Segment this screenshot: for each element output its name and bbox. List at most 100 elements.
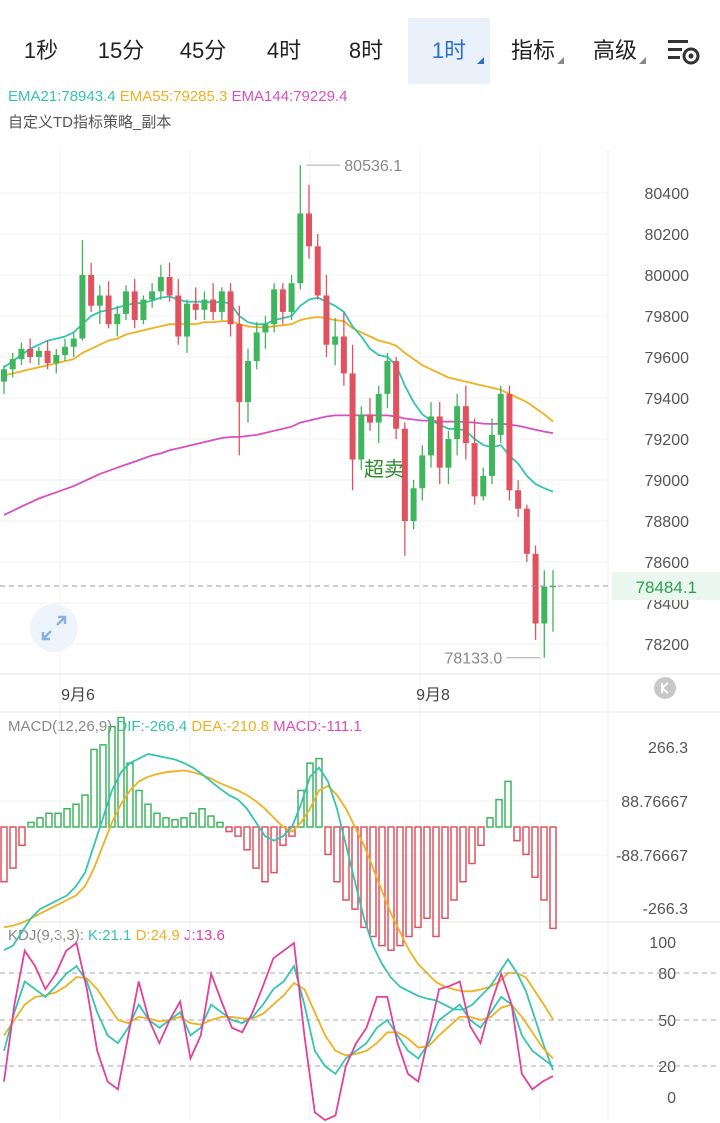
macd-histogram-bar (9, 826, 17, 869)
macd-histogram-bar (378, 826, 386, 947)
tab-3[interactable]: 4时 (248, 18, 320, 84)
collapse-icon[interactable] (654, 677, 676, 699)
kdj-tick-label: 20 (658, 1059, 676, 1076)
kdj-d-line (3, 975, 554, 1060)
price-tick-label: 79800 (645, 309, 690, 326)
macd-histogram-bar (441, 826, 449, 920)
candle-body (279, 289, 286, 312)
timeframe-tabs: 1秒 15分 45分 4时 8时 1时 指标 高级 (0, 0, 720, 86)
macd-histogram-bar (90, 748, 98, 828)
dif-line (3, 753, 554, 1071)
candle-body (367, 414, 373, 423)
kdj-j-line (3, 941, 554, 1122)
candle-body (157, 277, 164, 292)
kdj-k-line (3, 963, 554, 1076)
macd-histogram-bar (405, 826, 413, 938)
candle-body (306, 213, 312, 247)
price-tick-label: 79600 (645, 350, 690, 367)
price-tick-label: 80000 (645, 268, 690, 285)
macd-histogram-bar (504, 780, 512, 828)
candle-body (218, 291, 225, 312)
candle-body (541, 586, 548, 624)
macd-histogram-bar (387, 826, 395, 951)
candle-body (18, 348, 25, 360)
candle-body (96, 295, 103, 306)
candle-body (1, 369, 7, 382)
macd-histogram-bar (54, 812, 62, 828)
candle-body (227, 291, 234, 325)
candle-body (253, 332, 260, 362)
low-price-label: 78133.0 (444, 651, 502, 668)
macd-histogram-bar (414, 826, 422, 929)
macd-histogram-bar (477, 826, 485, 847)
macd-histogram-bar (36, 817, 44, 828)
price-tick-label: 79400 (645, 391, 690, 408)
macd-histogram-bar (171, 818, 179, 828)
candle-body (410, 488, 417, 521)
tab-4[interactable]: 8时 (330, 18, 402, 84)
macd-histogram-bar (162, 817, 170, 828)
macd-histogram-bar (180, 817, 188, 828)
macd-tick-label: 88.76667 (621, 794, 688, 811)
tab-6[interactable]: 指标 (496, 18, 570, 84)
macd-histogram-bar (306, 762, 314, 828)
tab-label: 1秒 (23, 38, 59, 63)
candle-body (140, 299, 147, 321)
price-tick-label: 79000 (645, 473, 690, 490)
candle-body (79, 275, 86, 339)
tab-label: 45分 (179, 38, 227, 63)
macd-histogram-bar (27, 821, 35, 828)
macd-histogram-bar (189, 812, 197, 828)
macd-histogram-bar (270, 826, 278, 874)
macd-histogram-bar (99, 744, 107, 828)
kdj-legend: KDJ(9,3,3): K:21.1 D:24.9 J:13.6 (8, 927, 225, 944)
macd-histogram-bar (522, 826, 530, 856)
macd-tick-label: 266.3 (648, 740, 688, 757)
macd-histogram-bar (324, 826, 332, 856)
macd-histogram-bar (144, 803, 152, 828)
candle-body (9, 359, 16, 370)
candle-body (497, 393, 504, 435)
candle-body (35, 350, 42, 357)
dropdown-triangle-icon (557, 57, 564, 64)
expand-arrows-icon[interactable] (30, 604, 78, 652)
candle-body (532, 553, 539, 624)
macd-histogram-bar (369, 826, 377, 938)
macd-histogram-bar (459, 826, 467, 883)
candle-body (419, 455, 426, 489)
macd-histogram-bar (549, 826, 557, 930)
macd-value: MACD:-111.1 (273, 718, 362, 735)
macd-histogram-bar (18, 826, 26, 847)
kdj-tick-label: 0 (667, 1090, 676, 1107)
current-price-label: 78484.1 (636, 578, 697, 597)
tab-0[interactable]: 1秒 (8, 18, 74, 84)
candle-body (480, 475, 487, 497)
macd-histogram-bar (72, 803, 80, 828)
candle-body (462, 406, 469, 444)
tab-label: 4时 (266, 38, 302, 63)
price-tick-label: 78600 (645, 555, 690, 572)
tab-2[interactable]: 45分 (166, 18, 240, 84)
macd-histogram-bar (153, 812, 161, 828)
tab-7[interactable]: 高级 (578, 18, 652, 84)
tab-5[interactable]: 1时 (408, 18, 490, 84)
date-axis-label: 9月6 (61, 687, 95, 704)
tab-1[interactable]: 15分 (84, 18, 158, 84)
price-tick-label: 79200 (645, 432, 690, 449)
dea-value: DEA:-210.8 (191, 718, 269, 735)
chart-settings-icon[interactable] (664, 34, 704, 70)
candle-body (53, 354, 60, 364)
ema21-line (3, 295, 554, 493)
macd-histogram-bar (432, 826, 440, 938)
macd-histogram-bar (261, 826, 269, 883)
candle-body (323, 295, 330, 345)
dif-value: DIF:-266.4 (116, 718, 188, 735)
candle-body (262, 324, 269, 333)
macd-histogram-bar (333, 826, 341, 883)
candle-body (340, 336, 347, 374)
date-axis-label: 9月8 (416, 687, 450, 704)
candle-body (436, 416, 443, 468)
candle-body (236, 324, 243, 403)
candle-body (245, 361, 251, 403)
